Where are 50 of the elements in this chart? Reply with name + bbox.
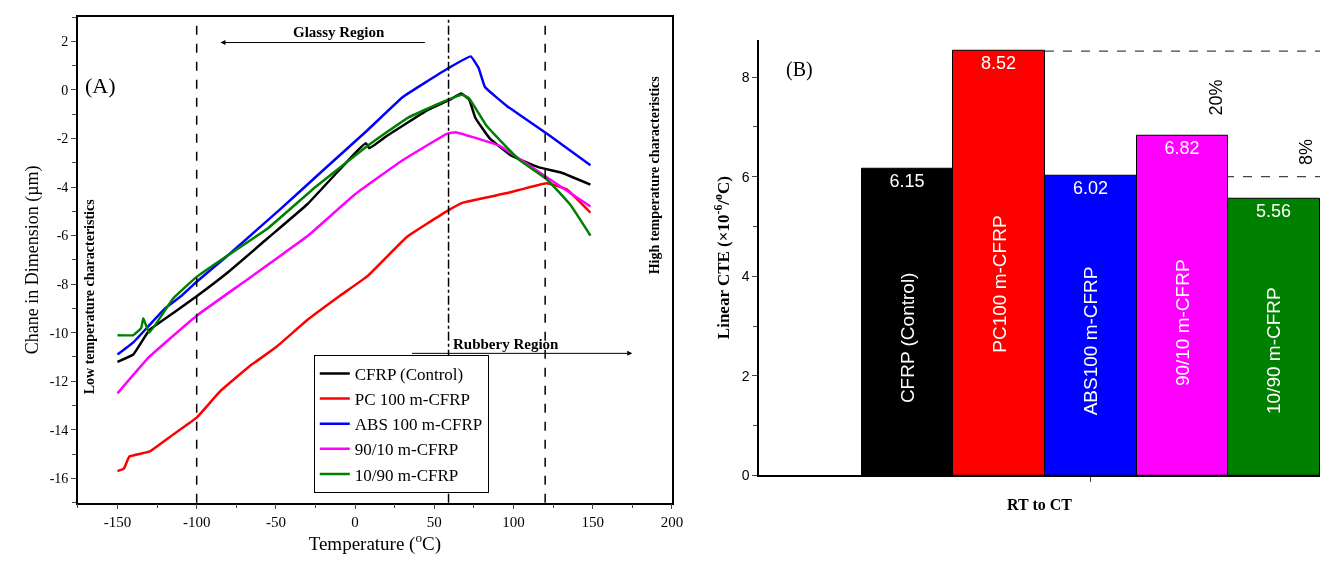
annotation: 8% xyxy=(1296,139,1317,166)
data-label: 5.56 xyxy=(1255,201,1292,222)
y-tick-label: -16 xyxy=(49,471,69,487)
y-tick-label: -6 xyxy=(56,228,69,244)
data-label: 6.82 xyxy=(1164,138,1200,159)
x-tick-label: 150 xyxy=(581,514,604,531)
legend-label: 10/90 m-CFRP xyxy=(354,465,459,485)
annotation: Rubbery Region xyxy=(453,336,560,352)
x-tick-label: -100 xyxy=(182,514,211,531)
data-label: 6.15 xyxy=(889,171,925,192)
y-tick-label: -8 xyxy=(56,277,69,293)
x-axis-title: Temperature ($^{o}$C) xyxy=(308,530,442,556)
legend-label: ABS 100 m-CFRP xyxy=(354,415,483,435)
annotation: Glassy Region xyxy=(293,24,385,40)
y-tick-label: 8 xyxy=(741,69,750,85)
y-tick-label: -12 xyxy=(49,374,69,390)
legend-label: CFRP (Control) xyxy=(354,365,464,385)
y-tick-label: -10 xyxy=(49,325,69,341)
annotation: High temperature characteristics xyxy=(646,75,662,275)
y-tick-label: -4 xyxy=(56,179,69,195)
x-tick-label: -150 xyxy=(103,514,132,531)
x-tick-label: 100 xyxy=(502,514,525,531)
data-label: 6.02 xyxy=(1072,178,1109,199)
x-tick-label: 200 xyxy=(660,514,684,531)
annotation: Low temperature characteristics xyxy=(81,198,97,395)
x-tick-label: -50 xyxy=(265,514,286,531)
x-axis-title: RT to CT xyxy=(1007,496,1073,514)
annotation: 20% xyxy=(1206,79,1227,116)
y-tick-label: 6 xyxy=(741,168,750,185)
y-tick-label: 2 xyxy=(61,34,69,50)
legend-label: PC 100 m-CFRP xyxy=(354,390,471,410)
y-tick-label: -14 xyxy=(49,422,69,438)
x-tick-label: 0 xyxy=(351,514,359,531)
y-axis-title: Chane in Dimension (µm) xyxy=(22,165,44,355)
legend-label: 90/10 m-CFRP xyxy=(354,440,459,460)
y-tick-label: 4 xyxy=(741,268,750,285)
annotation: (A) xyxy=(85,73,116,98)
category-label: PC100 m-CFRP xyxy=(988,215,1010,353)
category-label: CFRP (Control) xyxy=(896,272,918,404)
line-series xyxy=(116,131,592,395)
x-tick-label: 50 xyxy=(426,514,442,531)
category-label: 10/90 m-CFRP xyxy=(1263,287,1285,415)
y-tick-label: 0 xyxy=(61,82,69,98)
y-tick-label: -2 xyxy=(56,131,69,147)
data-label: 8.52 xyxy=(980,53,1017,74)
y-tick-label: 0 xyxy=(741,467,750,484)
y-tick-label: 2 xyxy=(741,367,750,384)
category-label: 90/10 m-CFRP xyxy=(1171,259,1193,387)
text: (B) xyxy=(786,58,813,81)
category-label: ABS100 m-CFRP xyxy=(1080,266,1102,416)
